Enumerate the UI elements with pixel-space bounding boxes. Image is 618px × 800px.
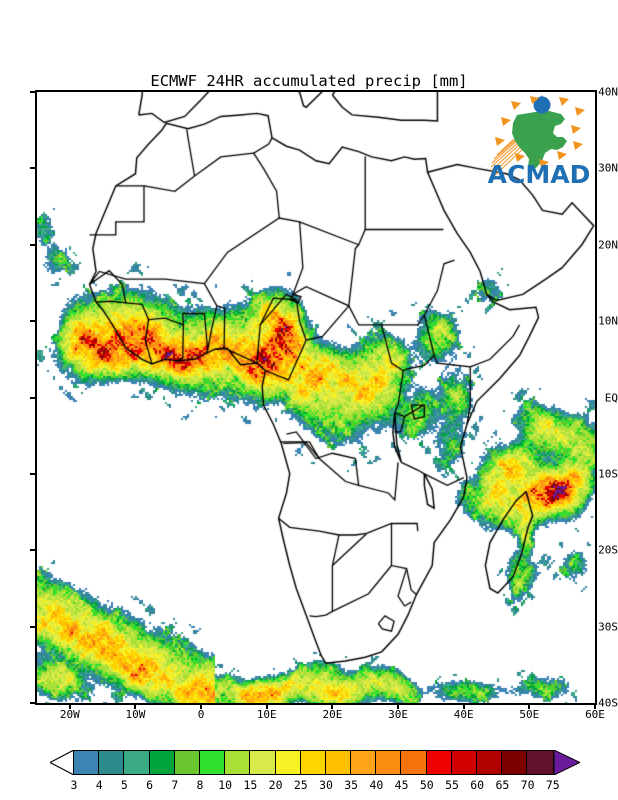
- colorbar-bin: [527, 751, 553, 774]
- colorbar-tick-label: 7: [171, 778, 179, 792]
- lon-tick-mark: [594, 703, 596, 709]
- colorbar: 3 4 5 6 7 8 10 15 20 25 30 35 40 45 50 55 60 65 70 75: [0, 744, 618, 796]
- colorbar-tick-label: 20: [268, 778, 283, 792]
- lon-tick-label: 40E: [453, 708, 474, 721]
- colorbar-bin: [477, 751, 503, 774]
- lon-tick-mark: [200, 703, 203, 709]
- colorbar-tick-label: 3: [70, 778, 78, 792]
- logo-arrows: [495, 96, 585, 168]
- lon-tick-mark: [331, 703, 334, 709]
- lat-tick-mark: [30, 549, 36, 552]
- lon-tick-mark: [265, 703, 268, 709]
- lon-tick-mark: [397, 703, 400, 709]
- colorbar-bin: [174, 751, 200, 774]
- colorbar-tick-label: 30: [319, 778, 333, 792]
- lat-tick-label: 30N: [598, 161, 618, 175]
- lat-tick-label: 40S: [598, 696, 618, 710]
- lat-tick-label: 30S: [598, 620, 618, 634]
- colorbar-bin: [451, 751, 477, 774]
- map-plot-area: [35, 90, 597, 705]
- lon-tick-mark: [462, 703, 465, 709]
- colorbar-bin: [300, 751, 326, 774]
- title-line-1: ECMWF 24HR accumulated precip [mm]: [150, 72, 468, 90]
- colorbar-bin: [99, 751, 125, 774]
- colorbar-bin: [325, 751, 352, 774]
- africa-silhouette: [512, 111, 567, 171]
- colorbar-bin: [376, 751, 402, 774]
- colorbar-bin: [74, 751, 100, 774]
- lat-tick-label: 10N: [598, 314, 618, 328]
- colorbar-bin: [351, 751, 377, 774]
- lat-tick-label: 20N: [598, 238, 618, 252]
- colorbar-bin: [401, 751, 427, 774]
- lon-tick-label: 30E: [388, 708, 408, 721]
- colorbar-tick-label: 60: [470, 778, 485, 792]
- lon-tick-label: 10W: [125, 708, 146, 721]
- colorbar-over-arrow: [553, 750, 580, 775]
- colorbar-tick-label: 35: [344, 778, 359, 792]
- lat-tick-label: 40N: [598, 85, 618, 99]
- water-droplet-icon: [533, 96, 551, 114]
- lat-tick-label: EQ: [604, 391, 618, 404]
- lat-tick-mark: [30, 396, 36, 399]
- logo-rays: [490, 138, 528, 180]
- lat-tick-label: 20S: [598, 543, 618, 557]
- colorbar-bin: [225, 751, 251, 774]
- colorbar-bin: [275, 751, 301, 774]
- colorbar-tick-label: 70: [520, 778, 535, 792]
- colorbar-under-arrow: [50, 750, 74, 775]
- colorbar-bin: [199, 751, 226, 774]
- colorbar-tick-label: 8: [196, 778, 204, 792]
- colorbar-tick-label: 4: [95, 778, 103, 792]
- lon-tick-label: 60E: [585, 708, 605, 721]
- colorbar-tick-label: 6: [146, 778, 154, 792]
- lat-tick-mark: [30, 625, 36, 628]
- lat-tick-label: 10S: [598, 467, 618, 481]
- lat-tick-mark: [30, 167, 36, 170]
- lat-tick-mark: [30, 243, 36, 246]
- colorbar-tick-label: 50: [419, 778, 434, 792]
- colorbar-bin: [250, 751, 276, 774]
- lat-tick-mark: [30, 702, 36, 704]
- precipitation-raster: [37, 92, 595, 703]
- lon-tick-label: 20E: [322, 708, 343, 721]
- colorbar-tick-label: 15: [243, 778, 258, 792]
- colorbar-bin: [502, 751, 528, 774]
- colorbar-tick-label: 5: [120, 778, 128, 792]
- lat-tick-mark: [30, 91, 36, 93]
- colorbar-bin: [149, 751, 175, 774]
- lat-tick-mark: [30, 320, 36, 323]
- colorbar-bins: [73, 750, 554, 775]
- colorbar-tick-label: 25: [293, 778, 308, 792]
- droplet-tip: [537, 95, 547, 104]
- lon-tick-mark: [134, 703, 137, 709]
- colorbar-bin: [426, 751, 452, 774]
- colorbar-tick-label: 65: [495, 778, 510, 792]
- lon-tick-mark: [528, 703, 531, 709]
- lon-tick-mark: [68, 703, 71, 709]
- acmad-logo: ACMAD: [488, 95, 591, 188]
- colorbar-tick-label: 55: [445, 778, 459, 792]
- logo-text: ACMAD: [488, 160, 591, 188]
- colorbar-bin: [124, 751, 150, 774]
- lon-tick-label: 0: [197, 708, 205, 721]
- lon-tick-label: 50E: [519, 708, 540, 721]
- colorbar-tick-label: 40: [369, 778, 384, 792]
- colorbar-tick-label: 45: [394, 778, 409, 792]
- lon-tick-label: 10E: [256, 708, 277, 721]
- colorbar-tick-label: 75: [545, 778, 560, 792]
- lat-tick-mark: [30, 472, 36, 475]
- colorbar-tick-label: 10: [218, 778, 233, 792]
- lon-tick-label: 20W: [59, 708, 80, 721]
